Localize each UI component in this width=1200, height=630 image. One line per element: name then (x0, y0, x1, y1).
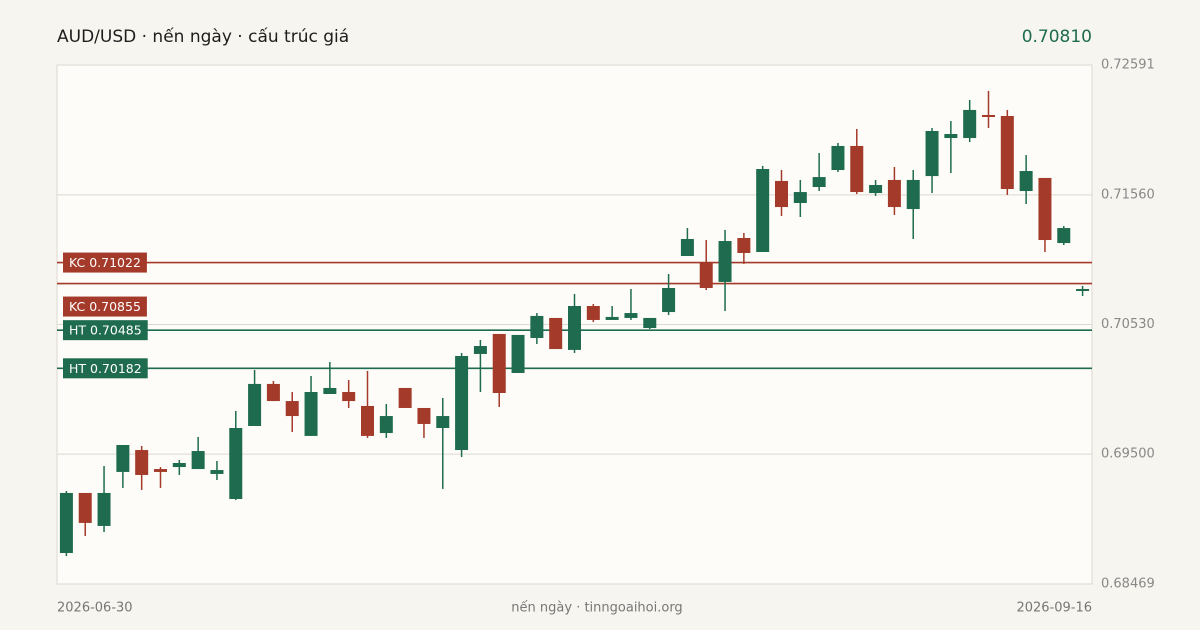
y-tick-label: 0.70530 (1101, 317, 1155, 332)
candle-body (210, 470, 224, 474)
candle-body (135, 450, 149, 475)
level-tag-box (63, 358, 148, 379)
candle-body (1038, 177, 1052, 241)
candle-body (342, 391, 356, 402)
candle-body (793, 192, 807, 203)
candle-body (869, 184, 883, 194)
candle-body (229, 427, 243, 500)
level-tag-box (63, 320, 148, 341)
candle-body (116, 444, 130, 472)
candle-body (643, 317, 657, 329)
level-tag: KC 0.71022 (63, 252, 147, 273)
candle-body (737, 238, 751, 253)
candle-body (285, 401, 299, 417)
candle-body (172, 463, 186, 468)
last-price: 0.70810 (1022, 27, 1092, 47)
y-tick-label: 0.72591 (1101, 58, 1155, 73)
candle-body (492, 333, 506, 393)
candle-body (662, 287, 676, 313)
candle-body (361, 405, 374, 436)
y-tick-label: 0.71560 (1101, 187, 1155, 202)
candle-body (436, 416, 450, 428)
y-tick-label: 0.69500 (1101, 447, 1155, 462)
candle-body (191, 451, 205, 470)
candle-body (1057, 228, 1071, 244)
candle-body (963, 109, 977, 139)
candle-body (473, 346, 487, 354)
candle-body (1000, 115, 1014, 190)
candle-body (530, 315, 544, 338)
candle-body (568, 305, 581, 350)
candle-body (248, 383, 262, 426)
candle-body (417, 407, 431, 424)
candle-body (398, 387, 412, 408)
level-tag: HT 0.70485 (63, 320, 148, 341)
level-tag: KC 0.70855 (63, 296, 147, 317)
chart-title: AUD/USD · nến ngày · cấu trúc giá (57, 26, 349, 47)
candle-body (154, 469, 167, 472)
candle-body (718, 241, 732, 282)
candle-body (97, 492, 111, 526)
candle-body (379, 416, 393, 434)
candle-body (756, 169, 770, 252)
level-tag-box (63, 252, 147, 273)
level-tag: HT 0.70182 (63, 358, 148, 379)
candle-body (887, 179, 901, 208)
level-label: HT 0.70485 (69, 323, 142, 338)
candle-body (1019, 171, 1033, 192)
candle-body (304, 391, 318, 436)
level-label: KC 0.71022 (69, 255, 141, 270)
candle-body (586, 305, 600, 320)
source: nến ngày · tinngoaihoi.org (511, 601, 682, 616)
candle-body (680, 239, 694, 257)
candle-body (455, 355, 469, 451)
candle-body (699, 262, 713, 288)
candle-body (1076, 288, 1090, 292)
candle-body (549, 317, 563, 350)
candle-body (59, 492, 73, 554)
candle-body (906, 179, 920, 210)
candle-body (982, 114, 995, 118)
x-tick-label: 2026-09-16 (1016, 601, 1092, 616)
candle-body (323, 387, 337, 395)
candle-body (925, 130, 939, 177)
candle-body (944, 133, 958, 139)
candle-body (850, 145, 864, 193)
x-tick-label: 2026-06-30 (57, 601, 133, 616)
candle-body (775, 180, 788, 208)
candle-body (78, 492, 92, 523)
candle-body (812, 177, 826, 188)
candle-body (266, 383, 280, 402)
level-label: HT 0.70182 (69, 361, 142, 376)
candle-body (605, 316, 619, 320)
level-tag-box (63, 296, 147, 317)
candle-body (831, 145, 845, 171)
candle-body (511, 334, 525, 373)
candle-body (624, 313, 638, 318)
level-label: KC 0.70855 (69, 299, 141, 314)
y-tick-label: 0.68469 (1101, 577, 1155, 592)
